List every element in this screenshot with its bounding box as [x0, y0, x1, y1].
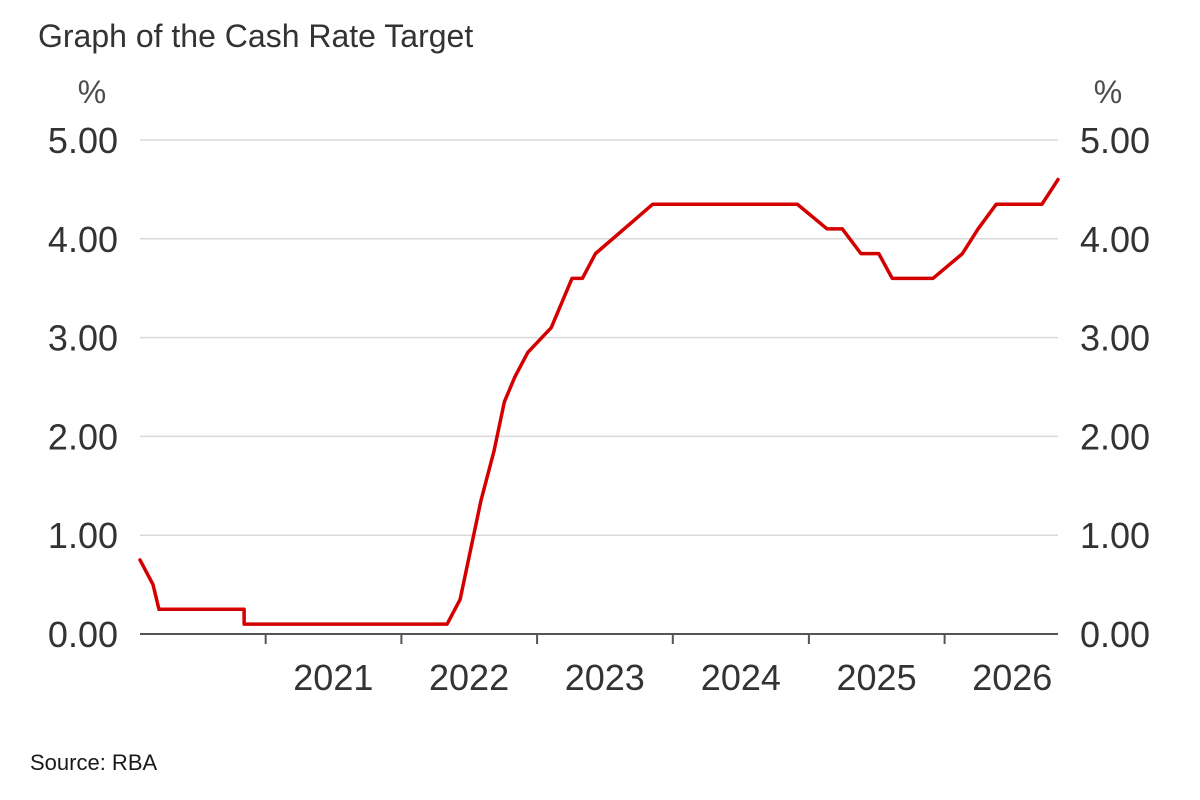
x-tick-label: 2025	[837, 657, 917, 698]
y-tick-label-left: 1.00	[48, 515, 118, 556]
y-tick-label-left: 5.00	[48, 120, 118, 161]
y-tick-label-right: 5.00	[1080, 120, 1150, 161]
series-layer	[138, 177, 1060, 626]
gridlines	[140, 139, 1058, 536]
right-axis-unit: %	[1094, 74, 1122, 110]
x-tick-label: 2021	[293, 657, 373, 698]
y-tick-label-left: 4.00	[48, 219, 118, 260]
left-axis-unit: %	[78, 74, 106, 110]
x-tick-label: 2024	[701, 657, 781, 698]
x-tick-label: 2022	[429, 657, 509, 698]
x-tick-label: 2023	[565, 657, 645, 698]
x-tick-label: 2026	[972, 657, 1052, 698]
chart-title: Graph of the Cash Rate Target	[38, 18, 474, 54]
y-tick-label-right: 0.00	[1080, 614, 1150, 655]
y-tick-label-left: 2.00	[48, 416, 118, 457]
y-tick-label-left: 0.00	[48, 614, 118, 655]
y-tick-label-right: 3.00	[1080, 318, 1150, 359]
y-tick-label-right: 2.00	[1080, 416, 1150, 457]
y-axis-ticks: 0.00 0.00 1.00 1.00 2.00 2.00 3.00 3.00 4.00 4.00…	[48, 120, 1150, 655]
y-tick-label-right: 4.00	[1080, 219, 1150, 260]
source-note: Source: RBA	[30, 750, 158, 775]
y-tick-label-right: 1.00	[1080, 515, 1150, 556]
series-line-0	[138, 177, 1060, 626]
x-axis-ticks: 2021 2022 2023 2024 2025 2026	[264, 634, 1052, 698]
y-tick-label-left: 3.00	[48, 318, 118, 359]
